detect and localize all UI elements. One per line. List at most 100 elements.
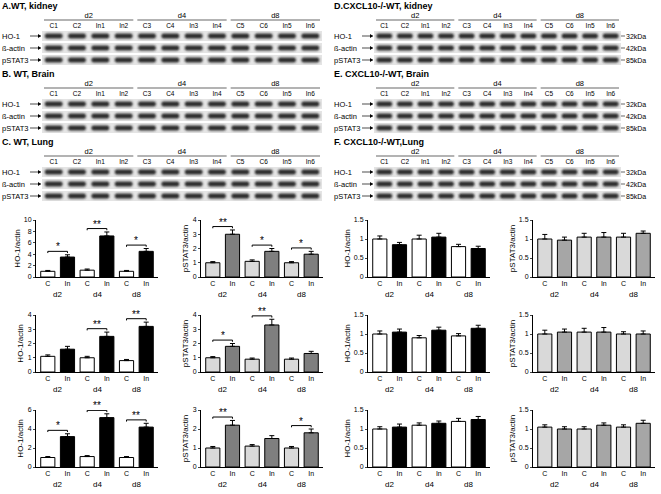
svg-text:In4: In4 [212,22,221,29]
svg-text:HO-1/actin: HO-1/actin [16,419,25,457]
svg-text:In5: In5 [282,90,291,97]
svg-text:0: 0 [525,368,529,375]
svg-text:C: C [85,280,90,287]
svg-text:d4: d4 [178,11,186,20]
svg-text:d8: d8 [629,290,638,299]
svg-text:C: C [621,375,626,382]
svg-text:d8: d8 [271,147,279,156]
svg-text:In5: In5 [586,22,595,29]
svg-text:pSTAT3/actin: pSTAT3/actin [181,415,190,462]
svg-text:C: C [289,470,294,477]
svg-text:10: 10 [24,216,32,223]
svg-text:C: C [250,470,255,477]
svg-text:0.5: 0.5 [354,444,364,451]
svg-text:**: ** [93,219,101,230]
svg-text:In3: In3 [189,158,198,165]
svg-text:HO-1: HO-1 [334,32,352,41]
svg-text:**: ** [219,217,227,228]
svg-text:C: C [250,280,255,287]
svg-text:HO-1/actin: HO-1/actin [13,229,22,267]
svg-text:d8: d8 [464,290,473,299]
svg-text:0: 0 [360,368,364,375]
svg-text:d8: d8 [271,11,279,20]
svg-text:HO-1/actin: HO-1/actin [343,419,352,457]
svg-text:HO-1/actin: HO-1/actin [16,324,25,362]
svg-text:d4: d4 [590,480,599,489]
svg-text:In: In [104,280,110,287]
svg-text:d2: d2 [84,79,92,88]
svg-text:6: 6 [28,406,32,413]
svg-text:C: C [210,280,215,287]
svg-text:C4: C4 [483,158,492,165]
svg-text:d2: d2 [385,385,394,394]
svg-text:0: 0 [360,273,364,280]
svg-text:C2: C2 [401,158,410,165]
svg-text:In1: In1 [96,22,105,29]
svg-text:In2: In2 [442,90,451,97]
svg-text:In: In [640,470,646,477]
svg-text:3: 3 [193,406,197,413]
svg-text:d2: d2 [411,147,419,156]
svg-text:1: 1 [193,354,197,361]
svg-text:C3: C3 [143,90,152,97]
svg-text:C: C [377,470,382,477]
svg-text:In3: In3 [189,22,198,29]
svg-text:In: In [601,470,607,477]
svg-text:d8: d8 [464,385,473,394]
svg-text:1: 1 [193,259,197,266]
svg-text:*: * [299,238,303,249]
svg-text:C: C [85,470,90,477]
svg-text:d8: d8 [132,480,141,489]
svg-text:**: ** [132,410,140,421]
svg-text:3: 3 [193,326,197,333]
svg-text:In: In [397,470,403,477]
svg-text:1.5: 1.5 [354,216,364,223]
svg-text:C: C [210,375,215,382]
svg-text:In5: In5 [586,158,595,165]
svg-text:In: In [269,375,275,382]
svg-text:In1: In1 [96,158,105,165]
svg-text:C3: C3 [143,22,152,29]
svg-text:C1: C1 [380,158,389,165]
svg-text:C3: C3 [462,90,471,97]
svg-text:In5: In5 [586,90,595,97]
svg-text:C: C [456,470,461,477]
svg-text:C4: C4 [483,90,492,97]
svg-text:C: C [417,375,422,382]
svg-text:In2: In2 [442,22,451,29]
svg-text:d8: d8 [629,385,638,394]
svg-text:In: In [230,375,236,382]
svg-text:pSTAT3/actin: pSTAT3/actin [181,320,190,367]
svg-text:In: In [397,280,403,287]
svg-text:C: C [417,280,422,287]
svg-text:In2: In2 [119,22,128,29]
svg-text:In: In [475,375,481,382]
svg-text:C6: C6 [260,158,269,165]
svg-text:C5: C5 [545,158,554,165]
svg-text:d2: d2 [385,290,394,299]
svg-text:C2: C2 [73,90,82,97]
svg-text:85kDa: 85kDa [626,193,646,200]
svg-text:C2: C2 [73,22,82,29]
svg-text:d4: d4 [93,480,102,489]
svg-text:d8: d8 [464,480,473,489]
svg-text:*: * [56,241,60,252]
svg-text:d8: d8 [629,480,638,489]
svg-text:C: C [85,375,90,382]
svg-text:HO-1: HO-1 [2,168,20,177]
svg-text:2: 2 [193,245,197,252]
svg-text:ß-actin: ß-actin [2,180,25,189]
svg-text:1: 1 [193,444,197,451]
svg-text:C: C [289,375,294,382]
svg-text:In: In [397,375,403,382]
svg-text:0: 0 [193,463,197,470]
svg-text:pSTAT3: pSTAT3 [334,124,360,133]
svg-text:In: In [562,280,568,287]
svg-text:d4: d4 [493,79,501,88]
svg-text:0: 0 [193,273,197,280]
svg-text:1: 1 [28,354,32,361]
svg-text:C4: C4 [166,22,175,29]
svg-text:1.5: 1.5 [519,406,529,413]
svg-text:In4: In4 [524,22,533,29]
svg-text:C: C [45,470,50,477]
